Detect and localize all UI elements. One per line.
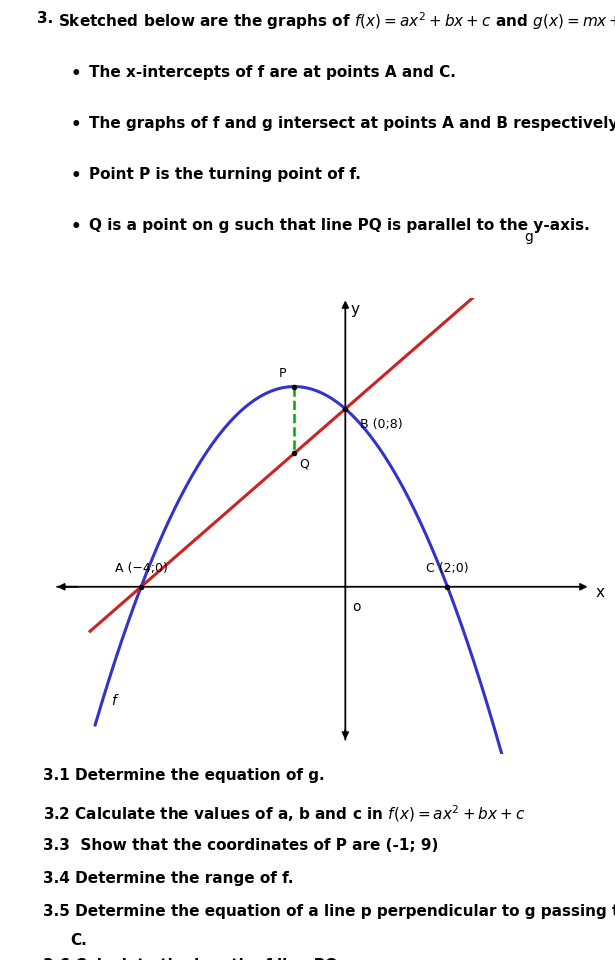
Text: 3.1 Determine the equation of g.: 3.1 Determine the equation of g. <box>43 768 325 783</box>
Text: B (0;8): B (0;8) <box>360 418 402 431</box>
Text: o: o <box>352 600 361 614</box>
Text: 3.4 Determine the range of f.: 3.4 Determine the range of f. <box>43 872 293 886</box>
Text: Point P is the turning point of f.: Point P is the turning point of f. <box>89 167 361 181</box>
Text: P: P <box>279 367 287 380</box>
Text: The x-intercepts of f are at points A and C.: The x-intercepts of f are at points A an… <box>89 64 456 80</box>
Text: x: x <box>595 585 605 600</box>
Text: C (2;0): C (2;0) <box>426 562 469 574</box>
Text: 3.2 Calculate the values of a, b and c in $f(x) = ax^2 + bx + c$: 3.2 Calculate the values of a, b and c i… <box>43 804 525 824</box>
Text: •: • <box>71 64 81 83</box>
Text: 3.6 Calculate the length of line PQ.: 3.6 Calculate the length of line PQ. <box>43 958 344 960</box>
Text: 3.3  Show that the coordinates of P are (-1; 9): 3.3 Show that the coordinates of P are (… <box>43 838 438 853</box>
Text: 3.: 3. <box>37 11 53 26</box>
Text: C.: C. <box>71 933 87 948</box>
Text: Sketched below are the graphs of $f(x) = ax^2 + bx + c$ and $g(x) = mx + k.$: Sketched below are the graphs of $f(x) =… <box>58 11 615 33</box>
Text: 3.5 Determine the equation of a line p perpendicular to g passing through point: 3.5 Determine the equation of a line p p… <box>43 904 615 920</box>
Text: •: • <box>71 115 81 133</box>
Text: Q: Q <box>300 458 309 470</box>
Text: •: • <box>71 218 81 236</box>
Text: y: y <box>350 302 359 317</box>
Text: Q is a point on g such that line PQ is parallel to the y-axis.: Q is a point on g such that line PQ is p… <box>89 218 590 232</box>
Text: A (−4;0): A (−4;0) <box>114 562 167 574</box>
Text: The graphs of f and g intersect at points A and B respectively.: The graphs of f and g intersect at point… <box>89 115 615 131</box>
Text: f: f <box>111 693 116 708</box>
Text: g: g <box>524 230 533 244</box>
Text: •: • <box>71 167 81 184</box>
